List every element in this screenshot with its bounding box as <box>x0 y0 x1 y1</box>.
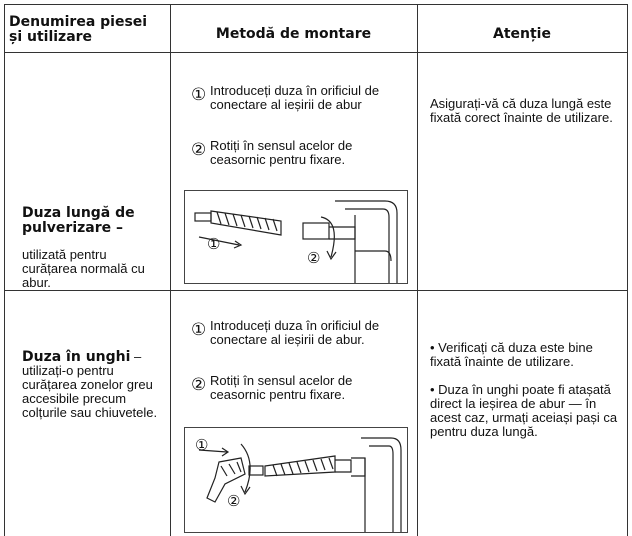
part-name: Duza în unghi <box>22 349 131 365</box>
figure-label: ② <box>227 493 241 510</box>
note: • Verificați că duza este bine fixată în… <box>430 340 593 369</box>
step-text: Rotiți în sensul acelor de ceasornic pen… <box>210 138 353 167</box>
step-text: Introduceți duza în orificiul de conecta… <box>210 83 380 112</box>
step-number: ① <box>191 320 207 339</box>
part-cell: Duza în unghi – utilizați-o pentru curăț… <box>22 350 162 420</box>
step-text: Introduceți duza în orificiul de conecta… <box>210 318 380 347</box>
step-number: ② <box>191 375 207 394</box>
rule <box>170 4 171 536</box>
illustration <box>194 200 398 283</box>
note: • Duza în unghi poate fi atașată direct … <box>430 382 618 439</box>
rule <box>417 4 418 536</box>
note: Asigurați-vă că duza lungă este fixată c… <box>430 96 613 125</box>
step-number: ② <box>191 140 207 159</box>
figure-label: ① <box>207 236 221 253</box>
rule <box>4 52 628 53</box>
rule <box>627 4 628 536</box>
figure-label: ① <box>195 437 209 454</box>
step-text: Rotiți în sensul acelor de ceasornic pen… <box>210 373 353 402</box>
illustration <box>198 437 402 532</box>
rule <box>4 290 628 291</box>
part-description: utilizată pentru curățarea normală cu ab… <box>22 247 145 290</box>
figure: ① ② <box>184 190 408 284</box>
rule <box>4 4 628 5</box>
header-cell: Metodă de montare <box>215 26 372 42</box>
header-cell: Denumirea piesei și utilizare <box>9 14 148 45</box>
part-name: Duza lungă de pulverizare – <box>22 205 135 236</box>
header-cell: Atenție <box>493 26 551 42</box>
rule <box>4 4 5 536</box>
step-number: ① <box>191 85 207 104</box>
figure-label: ② <box>307 250 321 267</box>
figure: ① ② <box>184 427 408 533</box>
part-description: – utilizați-o pentru curățarea zonelor g… <box>22 349 158 420</box>
